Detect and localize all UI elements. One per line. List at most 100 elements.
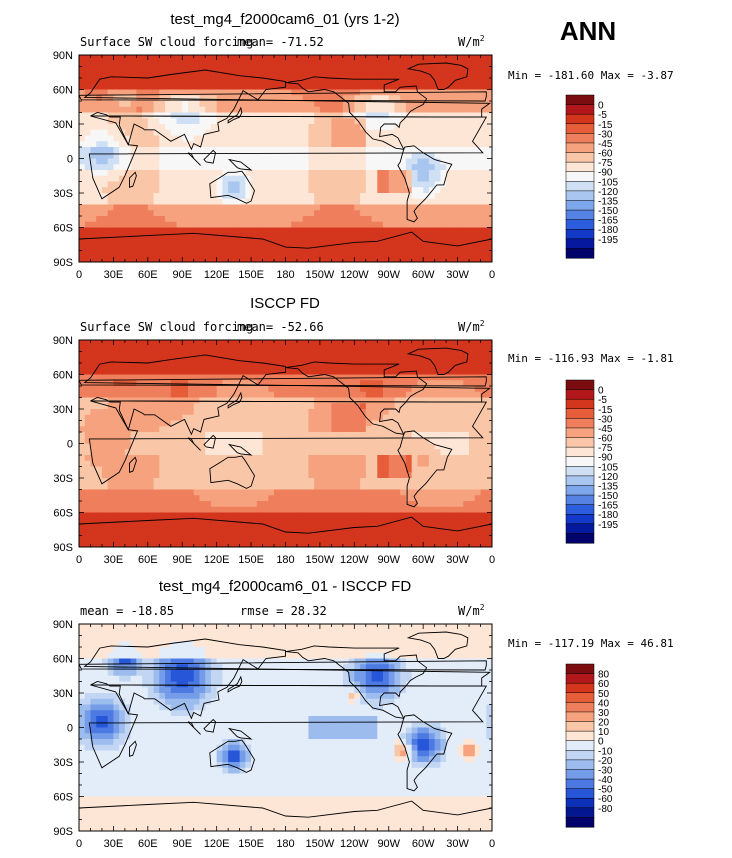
map-cell (142, 351, 149, 358)
map-cell (451, 426, 459, 433)
map-cell (176, 403, 183, 410)
map-cell (405, 460, 413, 468)
map-cell (222, 198, 229, 206)
colorbar: 0-5-15-30-45-60-75-90-105-120-135-150-16… (565, 94, 618, 259)
map-cell (451, 216, 459, 223)
map-cell (153, 414, 160, 422)
map-cell (365, 501, 373, 508)
map-cell (262, 386, 269, 393)
map-cell (394, 66, 401, 73)
map-cell (153, 426, 160, 433)
map-cell (365, 198, 373, 206)
map-cell (469, 501, 476, 508)
map-cell (394, 95, 401, 102)
map-cell (365, 256, 373, 262)
map-cell (233, 489, 241, 496)
colorbar-swatch (565, 190, 595, 202)
map-cell (142, 239, 149, 246)
map-cell (268, 420, 275, 427)
map-cell (331, 135, 338, 142)
map-cell (302, 118, 310, 125)
map-cell (446, 170, 453, 177)
map-cell (308, 112, 315, 119)
map-cell (262, 170, 269, 177)
map-cell (342, 506, 350, 514)
map-cell (136, 506, 143, 514)
map-cell (119, 466, 126, 473)
map-cell (251, 244, 258, 252)
map-cell (182, 380, 189, 387)
map-cell (187, 414, 195, 422)
map-cell (159, 244, 166, 252)
map-cell (411, 391, 419, 399)
map-cell (79, 66, 86, 73)
map-cell (101, 210, 109, 217)
colorbar-swatch (565, 248, 595, 259)
map-cell (314, 460, 321, 468)
map-cell (342, 345, 350, 353)
map-cell (228, 340, 235, 347)
map-cell (314, 60, 321, 68)
map-cell (405, 106, 413, 114)
map-cell (285, 501, 292, 508)
map-cell (262, 437, 269, 445)
map-cell (302, 443, 310, 450)
map-cell (251, 426, 258, 433)
map-cell (342, 210, 350, 217)
map-cell (434, 101, 441, 108)
map-cell (285, 158, 292, 165)
map-cell (291, 368, 298, 376)
map-cell (113, 443, 120, 450)
map-cell (302, 60, 310, 68)
map-cell (337, 455, 344, 462)
map-cell (96, 158, 103, 165)
map-cell (337, 106, 344, 114)
map-cell (365, 455, 373, 462)
map-cell (314, 472, 321, 479)
map-cell (457, 152, 464, 160)
map-cell (216, 244, 224, 252)
map-cell (176, 233, 183, 240)
map-cell (319, 170, 327, 177)
map-cell (210, 198, 218, 206)
map-cell (302, 363, 310, 370)
map-cell (325, 414, 332, 422)
map-cell (308, 204, 315, 211)
map-cell (274, 164, 281, 171)
map-cell (296, 455, 304, 462)
map-cell (383, 455, 390, 462)
map-cell (411, 83, 419, 91)
map-cell (256, 187, 264, 194)
map-cell (147, 386, 155, 393)
map-cell (233, 181, 241, 188)
map-cell (446, 124, 453, 131)
map-cell (417, 455, 424, 462)
map-cell (440, 244, 447, 252)
map-cell (245, 60, 252, 68)
map-cell (187, 426, 195, 433)
map-cell (296, 443, 304, 450)
map-cell (176, 426, 183, 433)
map-cell (428, 141, 436, 148)
map-cell (337, 187, 344, 194)
map-cell (101, 118, 109, 125)
map-cell (79, 357, 86, 364)
map-cell (291, 345, 298, 353)
map-cell (239, 124, 246, 131)
map-cell (296, 112, 304, 119)
map-cell (377, 345, 384, 353)
map-cell (486, 210, 492, 217)
map-cell (411, 403, 419, 410)
map-cell (325, 227, 332, 234)
map-cell (182, 466, 189, 473)
map-cell (256, 221, 264, 229)
map-cell (365, 233, 373, 240)
map-cell (400, 256, 407, 262)
map-cell (256, 501, 264, 508)
map-cell (428, 170, 436, 177)
map-cell (314, 193, 321, 200)
map-cell (325, 386, 332, 393)
map-cell (296, 432, 304, 439)
map-cell (165, 83, 172, 91)
map-cell (342, 129, 350, 137)
